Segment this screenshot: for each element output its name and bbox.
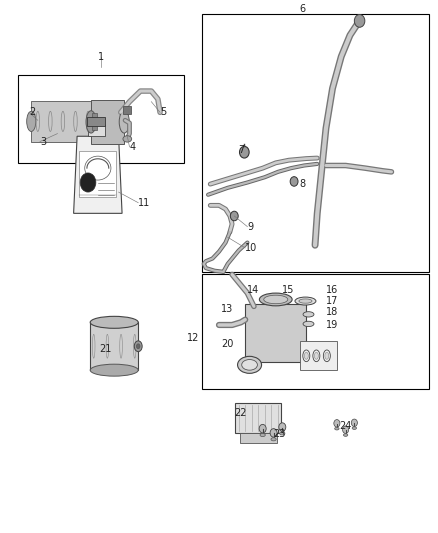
Bar (201, 14, 428, 272)
Polygon shape (245, 304, 306, 362)
Bar (87, 117, 106, 126)
Ellipse shape (304, 352, 308, 359)
Text: 19: 19 (326, 320, 338, 330)
Text: 13: 13 (221, 304, 233, 314)
Circle shape (270, 429, 277, 437)
Text: 8: 8 (300, 179, 306, 189)
Polygon shape (74, 136, 122, 213)
Text: 21: 21 (99, 344, 111, 354)
Text: 4: 4 (130, 142, 136, 152)
Text: 24: 24 (339, 421, 351, 431)
Text: 22: 22 (234, 408, 247, 418)
Ellipse shape (264, 295, 288, 304)
Polygon shape (91, 100, 124, 144)
Ellipse shape (303, 312, 314, 317)
Ellipse shape (242, 360, 258, 370)
Text: 18: 18 (326, 306, 338, 317)
Ellipse shape (314, 352, 318, 359)
Bar (79, 151, 117, 197)
Text: 17: 17 (326, 296, 338, 306)
Ellipse shape (280, 432, 285, 435)
Circle shape (354, 14, 365, 27)
Text: 12: 12 (187, 333, 199, 343)
Bar (123, 107, 131, 115)
Ellipse shape (137, 344, 140, 349)
Bar (92, 113, 97, 131)
Ellipse shape (335, 427, 339, 430)
Circle shape (230, 211, 238, 221)
Text: 9: 9 (247, 222, 254, 232)
Bar (18, 75, 184, 163)
Circle shape (259, 424, 266, 433)
Text: 2: 2 (29, 107, 35, 117)
Ellipse shape (271, 438, 276, 441)
Ellipse shape (92, 111, 101, 132)
Circle shape (351, 419, 357, 426)
Bar (201, 274, 428, 389)
Ellipse shape (237, 357, 261, 373)
Ellipse shape (123, 136, 132, 142)
Polygon shape (90, 322, 138, 370)
Ellipse shape (134, 341, 142, 352)
Circle shape (290, 176, 298, 186)
Ellipse shape (303, 321, 314, 327)
Text: 20: 20 (221, 338, 233, 349)
Text: 1: 1 (98, 52, 104, 61)
Ellipse shape (343, 434, 348, 437)
Text: 11: 11 (138, 198, 151, 208)
Circle shape (343, 426, 349, 433)
Polygon shape (31, 101, 97, 142)
Text: 3: 3 (40, 136, 46, 147)
Ellipse shape (27, 111, 36, 132)
Bar (235, 402, 281, 433)
Ellipse shape (295, 297, 316, 305)
Text: 10: 10 (245, 243, 258, 253)
Ellipse shape (299, 299, 312, 303)
Bar (88, 125, 105, 136)
Ellipse shape (325, 352, 329, 359)
Text: 15: 15 (283, 286, 295, 295)
Ellipse shape (259, 293, 292, 306)
Text: 5: 5 (160, 107, 166, 117)
Ellipse shape (90, 317, 138, 328)
Ellipse shape (90, 364, 138, 376)
Bar (240, 433, 277, 443)
Text: 16: 16 (326, 286, 338, 295)
Ellipse shape (260, 433, 265, 437)
Circle shape (80, 173, 96, 192)
Text: 23: 23 (274, 429, 286, 439)
Text: 14: 14 (247, 286, 260, 295)
Circle shape (279, 423, 286, 431)
Ellipse shape (119, 111, 129, 133)
Bar (300, 341, 337, 370)
Ellipse shape (352, 427, 357, 430)
Circle shape (334, 419, 340, 427)
Text: 7: 7 (239, 144, 245, 155)
Ellipse shape (86, 111, 96, 133)
Circle shape (240, 147, 249, 158)
Text: 6: 6 (299, 4, 305, 14)
